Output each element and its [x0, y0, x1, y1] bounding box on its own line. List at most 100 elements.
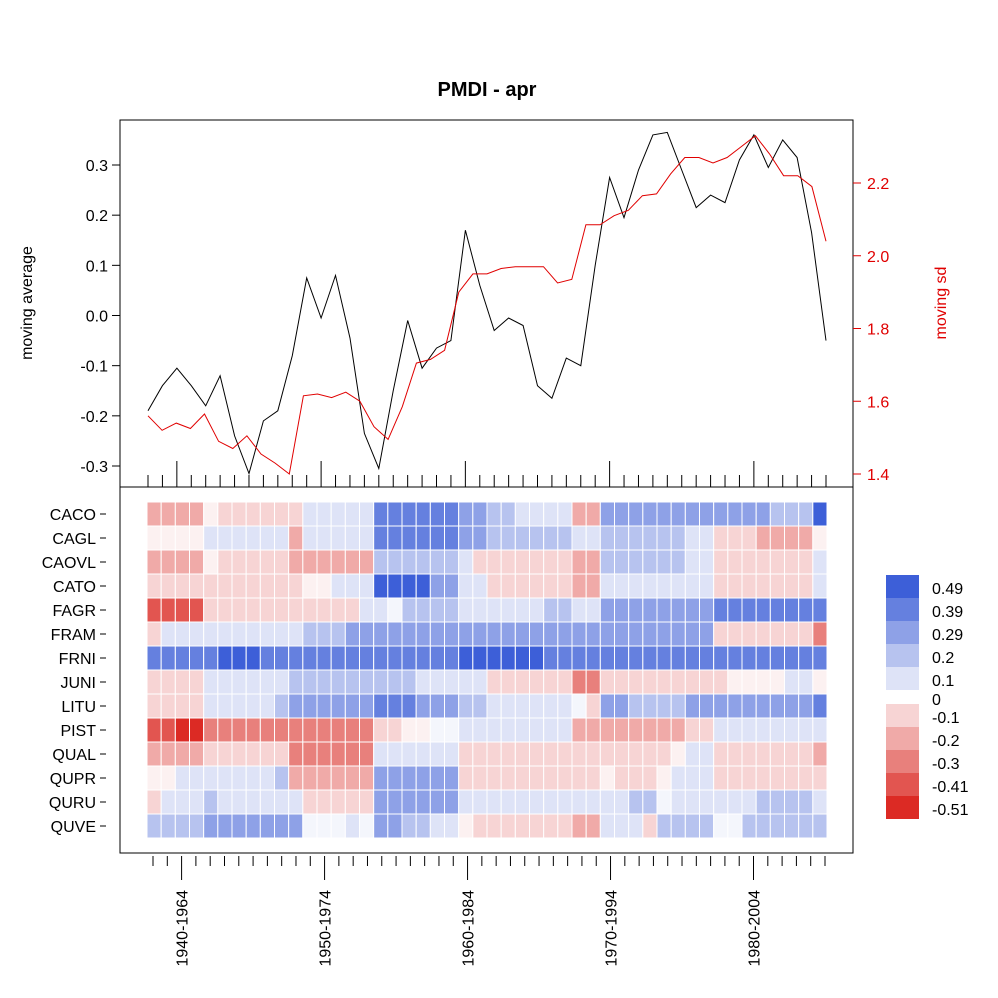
heatmap-cell — [656, 717, 672, 743]
heatmap-cell — [231, 573, 247, 599]
heatmap-cell — [373, 765, 389, 791]
heatmap-cell — [203, 645, 219, 671]
heatmap-cell — [514, 741, 531, 767]
heatmap-cell — [727, 789, 743, 815]
heatmap-cell — [288, 741, 304, 767]
heatmap-cell — [614, 525, 630, 551]
heatmap-cell — [458, 549, 474, 575]
heatmap-cell — [231, 741, 247, 767]
heatmap-cell — [713, 765, 729, 791]
heatmap-cell — [571, 573, 587, 599]
heatmap-cell — [684, 573, 701, 599]
heatmap-cell — [245, 717, 261, 743]
heatmap-cell — [741, 789, 757, 815]
heatmap-cell — [330, 621, 346, 647]
heatmap-cell — [160, 693, 176, 719]
heatmap-cell — [344, 573, 360, 599]
heatmap-cell — [316, 645, 332, 671]
heatmap-cell — [401, 573, 417, 599]
heatmap-cell — [557, 717, 573, 743]
heatmap-cell — [245, 501, 261, 527]
heatmap-cell — [259, 765, 275, 791]
heatmap-cell — [812, 525, 828, 551]
legend-swatch — [886, 621, 919, 644]
row-label: CAOVL — [42, 555, 96, 572]
heatmap-cell — [344, 813, 360, 839]
heatmap-cell — [670, 597, 686, 623]
heatmap-cell — [259, 789, 275, 815]
heatmap-cell — [415, 741, 431, 767]
heatmap-cell — [769, 645, 786, 671]
heatmap-cell — [642, 717, 658, 743]
heatmap-cell — [330, 645, 346, 671]
heatmap-cell — [727, 741, 743, 767]
heatmap-cell — [585, 741, 601, 767]
heatmap-cell — [330, 717, 346, 743]
heatmap-cell — [642, 813, 658, 839]
heatmap-cell — [401, 717, 417, 743]
heatmap-cell — [344, 501, 360, 527]
heatmap-cell — [798, 717, 814, 743]
heatmap-cell — [571, 669, 587, 695]
heatmap-cell — [245, 549, 261, 575]
heatmap-cell — [486, 813, 502, 839]
heatmap-cell — [585, 813, 601, 839]
heatmap-cell — [174, 501, 191, 527]
heatmap-cell — [798, 741, 814, 767]
heatmap-cell — [146, 525, 162, 551]
heatmap-cell — [585, 765, 601, 791]
heatmap-cell — [769, 597, 786, 623]
heatmap-cell — [359, 765, 375, 791]
line-panel: 0.3 0.2 0.1 0.0 -0.1 -0.2 -0.3 2.2 2.0 1.8 1.6 1.4 m… — [19, 119, 950, 488]
heatmap-cell — [274, 693, 290, 719]
heatmap-cell — [217, 645, 233, 671]
heatmap-cell — [344, 525, 360, 551]
row-label: FRNI — [59, 651, 96, 668]
heatmap-cell — [203, 597, 219, 623]
heatmap-cell — [514, 717, 531, 743]
heatmap-cell — [486, 621, 502, 647]
heatmap-cell — [599, 573, 616, 599]
heatmap-cell — [444, 669, 460, 695]
heatmap-cell — [798, 525, 814, 551]
heatmap-cell — [387, 741, 403, 767]
heatmap-cell — [784, 501, 800, 527]
legend-label: 0.39 — [932, 604, 963, 621]
heatmap-cell — [288, 693, 304, 719]
heatmap-cell — [274, 789, 290, 815]
heatmap-cell — [330, 597, 346, 623]
heatmap-cell — [642, 789, 658, 815]
x-tick-label: 1970-1994 — [604, 890, 621, 967]
heatmap-cell — [245, 573, 261, 599]
heatmap-cell — [373, 573, 389, 599]
heatmap-cell — [288, 717, 304, 743]
heatmap-cell — [429, 621, 445, 647]
heatmap-cell — [458, 693, 474, 719]
heatmap-cell — [316, 717, 332, 743]
heatmap-cell — [316, 789, 332, 815]
heatmap-cell — [472, 765, 488, 791]
heatmap-cell — [458, 621, 474, 647]
heatmap-cell — [160, 501, 176, 527]
heatmap-cell — [614, 789, 630, 815]
heatmap-cell — [146, 813, 162, 839]
heatmap-cell — [444, 573, 460, 599]
heatmap-cell — [755, 573, 771, 599]
legend-swatch — [886, 575, 919, 598]
heatmap-cell — [529, 717, 545, 743]
heatmap-cell — [486, 693, 502, 719]
legend-swatch — [886, 796, 919, 819]
heatmap-cell — [288, 765, 304, 791]
heatmap-cell — [727, 717, 743, 743]
heatmap-cell — [429, 741, 445, 767]
heatmap-cell — [500, 765, 516, 791]
heatmap-cell — [585, 525, 601, 551]
heatmap-cell — [656, 693, 672, 719]
heatmap-cell — [330, 549, 346, 575]
heatmap-cell — [458, 573, 474, 599]
heatmap-cell — [529, 693, 545, 719]
heatmap-cell — [174, 765, 191, 791]
heatmap-cell — [288, 573, 304, 599]
legend-swatch — [886, 773, 919, 796]
heatmap-cell — [599, 645, 616, 671]
